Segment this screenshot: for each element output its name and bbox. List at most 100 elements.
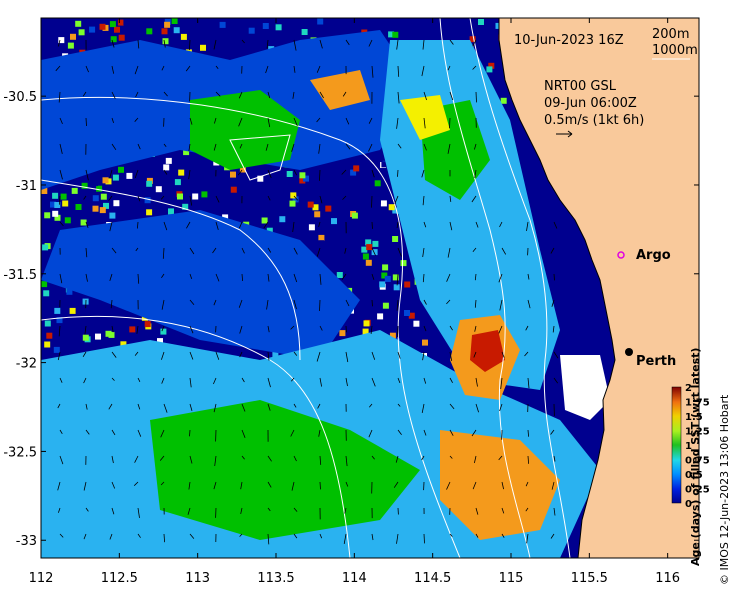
current-arrow	[422, 195, 425, 206]
current-source: NRT00 GSL	[544, 79, 617, 94]
argo-marker[interactable]	[617, 251, 625, 259]
current-arrow	[266, 39, 269, 49]
sst-pixel	[486, 66, 493, 73]
current-arrow	[449, 325, 453, 331]
sst-pixel	[379, 281, 386, 288]
current-arrow	[188, 143, 191, 152]
current-arrow	[318, 221, 321, 228]
current-arrow	[135, 91, 139, 98]
current-arrow	[345, 117, 350, 125]
current-arrow	[397, 91, 400, 104]
current-arrow	[550, 429, 555, 435]
current-arrow	[371, 455, 375, 460]
region-yellow-shelf	[400, 95, 450, 140]
sst-pixel	[388, 204, 395, 211]
current-arrow	[499, 403, 503, 412]
current-arrow	[267, 377, 271, 388]
sst-pixel	[146, 209, 153, 216]
current-arrow	[290, 325, 295, 330]
current-arrow	[57, 39, 61, 47]
current-arrow	[345, 39, 350, 46]
current-arrow	[189, 533, 195, 539]
region-blue-center	[41, 210, 360, 360]
contour-1000m	[439, 18, 531, 558]
sst-pixel	[331, 218, 337, 225]
sst-pixel	[392, 236, 399, 242]
current-arrow	[111, 351, 117, 358]
current-arrow	[111, 377, 115, 381]
contour-label-200m: 200m	[652, 27, 689, 42]
colorbar-label: Age (days) of filled SST (wrt latest)	[689, 348, 702, 566]
sst-pixel	[128, 187, 135, 194]
current-arrow	[316, 117, 321, 123]
current-arrow	[291, 481, 295, 491]
sst-pixel	[165, 157, 172, 164]
current-arrow	[111, 481, 116, 489]
sst-pixel	[118, 166, 124, 173]
colorbar-tick-label: 1.75	[685, 398, 710, 409]
current-arrow	[499, 221, 503, 228]
current-arrow	[371, 221, 373, 229]
current-arrow	[421, 169, 425, 178]
perth-marker[interactable]	[625, 348, 633, 356]
sst-pixel	[67, 42, 74, 49]
current-arrow	[447, 143, 451, 154]
current-arrow	[134, 351, 139, 356]
sst-pixel	[469, 36, 476, 43]
current-arrow	[422, 273, 425, 283]
sst-pixel	[179, 334, 186, 341]
current-arrow	[293, 507, 298, 512]
sst-pixel	[112, 174, 119, 181]
argo-label: Argo	[636, 248, 671, 263]
current-arrow	[214, 455, 217, 467]
current-arrow	[187, 507, 191, 515]
current-arrow	[134, 455, 139, 463]
current-arrow	[423, 429, 427, 436]
current-arrow	[137, 377, 141, 382]
colorbar-tick-label: 0	[685, 499, 692, 510]
current-arrow	[421, 65, 425, 77]
current-arrow	[397, 351, 401, 359]
sst-pixel	[157, 338, 163, 345]
sst-pixel	[422, 339, 428, 346]
current-arrow	[290, 429, 295, 437]
current-arrow	[189, 325, 194, 334]
current-arrow	[137, 507, 140, 518]
current-arrow	[527, 273, 530, 280]
current-arrow	[449, 39, 454, 45]
current-arrow	[423, 117, 426, 129]
current-arrow	[371, 299, 373, 307]
sst-pixel	[192, 193, 199, 200]
current-arrow	[267, 195, 271, 201]
current-arrow	[446, 273, 451, 282]
current-arrow	[134, 65, 139, 75]
current-arrow	[215, 91, 221, 97]
current-arrow	[293, 533, 298, 539]
current-arrow	[163, 403, 168, 413]
current-arrow	[447, 65, 451, 71]
sst-pixel	[99, 23, 106, 30]
current-arrow	[185, 65, 191, 72]
current-arrow	[501, 533, 505, 538]
current-arrow	[318, 143, 321, 154]
current-arrow	[241, 403, 246, 412]
sst-pixel	[265, 176, 272, 183]
current-arrow	[423, 143, 427, 151]
sst-pixel	[80, 219, 87, 226]
current-arrow	[345, 299, 350, 307]
current-arrow	[371, 65, 374, 78]
sst-pixel	[392, 274, 399, 281]
current-arrow	[449, 221, 453, 231]
current-arrow	[134, 117, 139, 122]
current-arrow	[341, 169, 347, 175]
current-arrow	[317, 403, 321, 409]
sst-pixel	[92, 195, 99, 202]
y-tick-label: -31.5	[3, 268, 37, 283]
current-arrow	[446, 299, 451, 305]
current-arrow	[213, 481, 217, 490]
current-arrow	[161, 325, 165, 332]
current-arrow	[59, 221, 64, 227]
sst-pixel	[318, 234, 325, 241]
sst-pixel	[389, 332, 396, 339]
sst-pixel	[266, 227, 273, 234]
